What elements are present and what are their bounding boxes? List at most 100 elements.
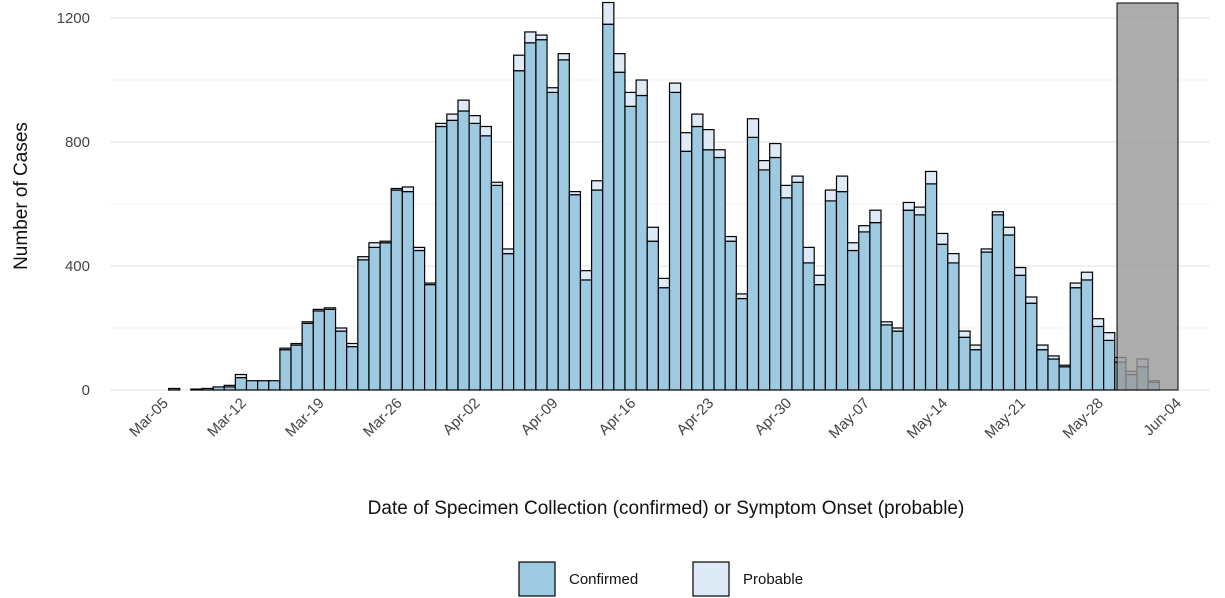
bar-segment	[1047, 355, 1060, 360]
bar-segment	[646, 240, 659, 391]
bar-segment	[835, 191, 849, 391]
incomplete-data-shade	[1116, 2, 1179, 391]
bar-segment	[568, 194, 582, 391]
x-tick-label: Mar-19	[282, 395, 328, 441]
bar-segment	[490, 184, 504, 391]
bar-segment	[279, 349, 292, 391]
bar-segment	[1002, 226, 1016, 236]
bar-segment	[780, 197, 793, 391]
bar-segment	[958, 330, 971, 338]
bar-segment	[590, 180, 604, 191]
x-tick-label: Apr-09	[518, 395, 562, 439]
bar-segment	[212, 386, 225, 391]
bar-segment	[312, 310, 326, 391]
bar-segment	[668, 91, 682, 391]
bar-segment	[579, 279, 593, 391]
bar-segment	[1025, 296, 1038, 304]
bar-segment	[1036, 349, 1049, 391]
bar-segment	[757, 160, 771, 171]
bar-segment	[791, 175, 804, 183]
bar-segment	[680, 150, 693, 391]
bar-segment	[880, 324, 893, 391]
bar-segment	[991, 214, 1005, 391]
bar-segment	[423, 282, 437, 286]
bar-segment	[357, 259, 370, 391]
legend: Confirmed Probable	[518, 561, 803, 597]
bar-segment	[824, 200, 838, 391]
bar-segment	[858, 231, 871, 391]
bar-segment	[602, 23, 615, 391]
bar-segment	[524, 31, 537, 44]
bar-segment	[613, 53, 626, 73]
bar-segment	[323, 307, 337, 311]
bar-segment	[991, 211, 1005, 216]
bar-segment	[602, 1, 615, 25]
bar-segment	[1103, 332, 1116, 341]
bar-segment	[1025, 302, 1038, 391]
bar-segment	[401, 186, 415, 193]
bar-segment	[1091, 318, 1105, 328]
bar-segment	[423, 284, 437, 391]
bar-segment	[746, 118, 760, 138]
y-tick-label: 0	[82, 382, 90, 399]
bar-segment	[847, 242, 860, 252]
bar-segment	[535, 39, 548, 391]
bar-segment	[635, 79, 648, 97]
bar-segment	[1058, 366, 1071, 391]
bar-segment	[290, 342, 303, 346]
bar-segment	[524, 42, 537, 391]
bar-segment	[446, 113, 459, 121]
bar-segment	[435, 122, 448, 128]
bar-segment	[245, 380, 259, 391]
x-tick-label: Apr-30	[751, 395, 795, 439]
bar-segment	[657, 287, 671, 391]
bar-segment	[858, 225, 871, 233]
bar-segment	[468, 115, 481, 125]
bar-segment	[891, 327, 904, 332]
bar-segment	[557, 59, 570, 391]
bar-segment	[869, 222, 882, 391]
bar-segment	[613, 71, 626, 391]
bar-segment	[847, 249, 860, 391]
legend-label: Probable	[743, 571, 803, 588]
bar-segment	[301, 321, 314, 324]
legend-swatch	[518, 561, 556, 597]
bar-segment	[735, 297, 749, 391]
bar-segment	[468, 122, 481, 391]
bar-segment	[947, 253, 960, 264]
bar-segment	[1103, 339, 1116, 391]
bar-segment	[312, 308, 326, 312]
bar-segment	[880, 321, 893, 326]
bar-segment	[279, 347, 292, 351]
x-tick-label: Mar-12	[204, 395, 250, 441]
y-tick-label: 800	[65, 134, 90, 151]
bar-segment	[1080, 279, 1094, 391]
y-tick-label: 400	[65, 258, 90, 275]
bar-segment	[936, 243, 949, 391]
bar-segment	[869, 209, 882, 224]
x-tick-label: Mar-05	[126, 395, 172, 441]
bar-segment	[835, 175, 849, 193]
bar-segment	[824, 189, 838, 202]
bar-segment	[1047, 358, 1060, 391]
bar-segment	[390, 187, 403, 191]
bar-segment	[346, 342, 359, 348]
bar-segment	[980, 251, 993, 391]
bar-segment	[624, 105, 637, 391]
bars	[167, 1, 1160, 391]
bar-segment	[323, 308, 337, 391]
bar-segment	[457, 99, 470, 112]
bar-segment	[757, 169, 771, 391]
bar-segment	[334, 327, 348, 332]
bar-segment	[234, 373, 248, 379]
bar-segment	[1002, 234, 1016, 391]
bar-segment	[568, 191, 582, 196]
x-tick-label: Apr-16	[596, 395, 640, 439]
bar-segment	[1069, 282, 1082, 289]
bar-segment	[713, 156, 726, 391]
bar-segment	[924, 183, 938, 391]
bar-segment	[513, 54, 526, 72]
bar-segment	[501, 248, 515, 255]
bar-segment	[535, 34, 548, 41]
